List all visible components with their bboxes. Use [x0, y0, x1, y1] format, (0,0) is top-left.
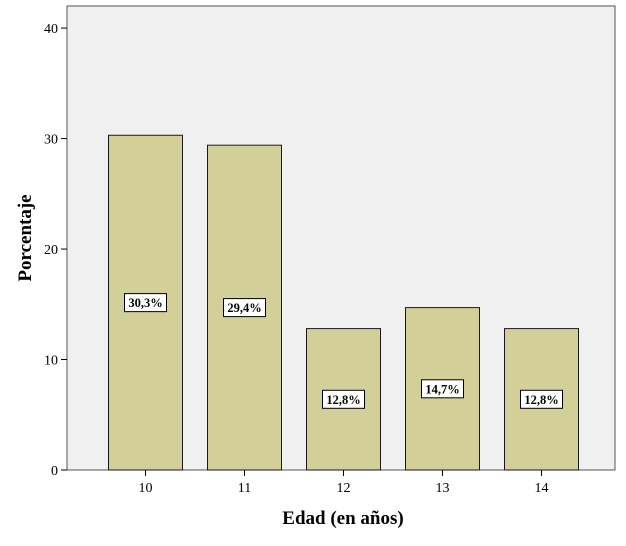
- data-labels-group: 30,3% 29,4% 12,8% 14,7% 12,8%: [124, 293, 563, 409]
- y-tick-label: 10: [44, 354, 58, 369]
- x-axis-title: Edad (en años): [282, 508, 403, 529]
- data-label-box: [421, 379, 464, 399]
- x-tick-label: 12: [337, 481, 351, 496]
- y-tick-label: 40: [44, 22, 58, 37]
- data-label-box: [124, 293, 167, 313]
- data-label-box: [520, 389, 563, 409]
- data-label-box: [223, 298, 266, 318]
- data-label-10: 30,3%: [128, 296, 162, 310]
- y-axis-title: Porcentaje: [15, 194, 36, 281]
- data-label-box: [322, 389, 365, 409]
- data-label-12: 12,8%: [326, 393, 360, 407]
- y-tick-label: 0: [51, 464, 58, 479]
- x-tick-label: 10: [139, 481, 153, 496]
- data-label-11: 29,4%: [227, 301, 261, 315]
- data-label-14: 12,8%: [524, 393, 558, 407]
- x-tick-label: 13: [436, 481, 450, 496]
- x-tick-label: 14: [535, 481, 549, 496]
- data-label-13: 14,7%: [425, 382, 459, 396]
- y-tick-label: 20: [44, 243, 58, 258]
- x-tick-label: 11: [238, 481, 251, 496]
- y-tick-label: 30: [44, 133, 58, 148]
- y-axis: 0 10 20 30 40: [44, 22, 67, 479]
- x-axis: 10 11 12 13 14: [139, 470, 549, 496]
